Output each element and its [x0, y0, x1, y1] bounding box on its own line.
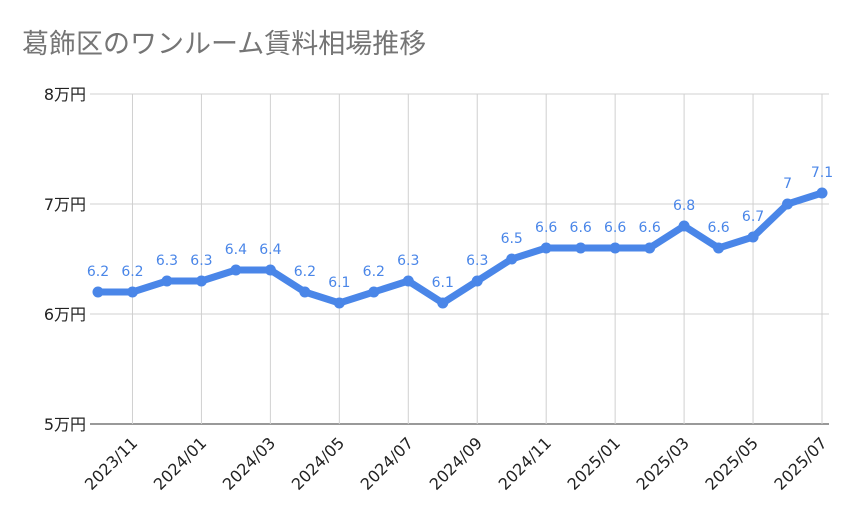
data-label: 6.6 — [604, 220, 626, 236]
data-point — [747, 231, 759, 243]
data-point — [540, 242, 552, 254]
data-point — [264, 264, 276, 276]
data-label: 6.7 — [742, 209, 764, 225]
x-tick-label: 2025/01 — [564, 433, 624, 493]
data-point — [609, 242, 621, 254]
data-point — [471, 275, 483, 287]
x-tick-label: 2024/09 — [426, 433, 486, 493]
data-point — [644, 242, 656, 254]
y-tick-label: 5万円 — [44, 415, 86, 434]
x-tick-label: 2024/01 — [150, 433, 210, 493]
data-point — [437, 297, 449, 309]
chart-title: 葛飾区のワンルーム賃料相場推移 — [22, 29, 427, 60]
data-point — [126, 286, 138, 298]
grid-lines — [90, 93, 829, 425]
data-point — [333, 297, 345, 309]
data-label: 6.3 — [190, 253, 212, 269]
data-point — [678, 220, 690, 232]
y-tick-label: 7万円 — [44, 195, 86, 214]
data-point — [195, 275, 207, 287]
x-tick-label: 2024/03 — [219, 433, 279, 493]
data-label: 6.4 — [225, 242, 247, 258]
data-point — [782, 198, 794, 210]
x-tick-label: 2024/05 — [288, 433, 348, 493]
data-label: 7 — [783, 176, 792, 192]
x-tick-label: 2024/11 — [495, 433, 555, 493]
x-tick-label: 2025/07 — [770, 433, 830, 493]
data-point — [368, 286, 380, 298]
data-label: 6.1 — [432, 275, 454, 291]
y-tick-label: 8万円 — [44, 85, 86, 104]
data-label: 6.5 — [501, 231, 523, 247]
data-label: 7.1 — [811, 165, 833, 181]
x-tick-label: 2025/05 — [701, 433, 761, 493]
data-label: 6.2 — [363, 264, 385, 280]
data-label: 6.6 — [638, 220, 660, 236]
x-axis-ticks: 2023/11 2024/01 2024/03 2024/05 2024/07 2024/… — [81, 433, 831, 493]
data-point — [402, 275, 414, 287]
data-point — [161, 275, 173, 287]
data-label: 6.3 — [156, 253, 178, 269]
data-label: 6.6 — [535, 220, 557, 236]
data-label: 6.3 — [466, 253, 488, 269]
data-point — [299, 286, 311, 298]
data-label: 6.2 — [87, 264, 109, 280]
series-line-path — [94, 189, 826, 307]
data-label: 6.2 — [121, 264, 143, 280]
data-label: 6.6 — [570, 220, 592, 236]
series-points — [92, 187, 828, 309]
y-tick-label: 6万円 — [44, 305, 86, 324]
x-tick-label: 2024/07 — [357, 433, 417, 493]
data-point — [713, 242, 725, 254]
data-label: 6.8 — [673, 198, 695, 214]
data-point — [816, 187, 828, 199]
data-point — [92, 286, 104, 298]
data-label: 6.3 — [397, 253, 419, 269]
data-label: 6.1 — [328, 275, 350, 291]
data-labels: 6.2 6.2 6.3 6.3 6.4 6.4 6.2 6.1 6.2 6.3 6.1 6.3 6.5 6… — [87, 165, 833, 291]
data-label: 6.2 — [294, 264, 316, 280]
data-point — [230, 264, 242, 276]
data-label: 6.6 — [707, 220, 729, 236]
y-axis-ticks: 8万円 7万円 6万円 5万円 — [44, 85, 86, 434]
data-point — [575, 242, 587, 254]
x-tick-label: 2025/03 — [632, 433, 692, 493]
data-point — [506, 253, 518, 265]
x-tick-label: 2023/11 — [81, 433, 141, 493]
data-label: 6.4 — [259, 242, 281, 258]
series-line — [94, 189, 826, 307]
